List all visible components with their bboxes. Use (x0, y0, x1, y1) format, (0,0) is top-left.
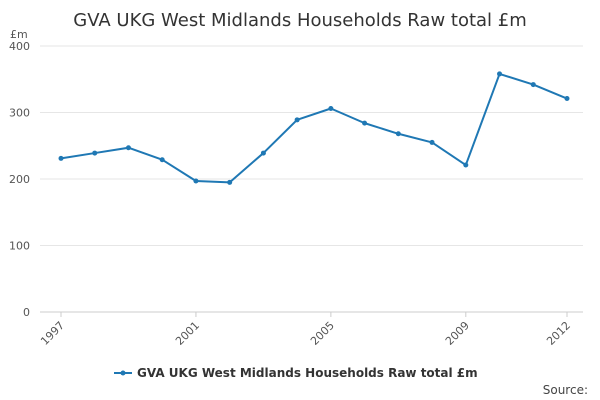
data-point-2003[interactable] (260, 150, 266, 156)
gridlines (40, 45, 583, 313)
series-group (58, 71, 570, 185)
x-tick-label-2001: 2001 (173, 319, 202, 348)
x-tick-label-2012: 2012 (544, 319, 573, 348)
data-point-2008[interactable] (429, 139, 435, 145)
legend-marker (120, 370, 126, 376)
data-point-2010[interactable] (497, 71, 503, 77)
data-point-2006[interactable] (362, 120, 368, 126)
legend[interactable]: GVA UKG West Midlands Households Raw tot… (114, 366, 478, 380)
y-tick-label-0: 0 (23, 306, 30, 319)
data-point-2002[interactable] (227, 179, 233, 185)
data-point-1999[interactable] (125, 145, 131, 151)
data-point-1997[interactable] (58, 155, 64, 161)
data-point-2009[interactable] (463, 162, 469, 168)
data-point-2005[interactable] (328, 106, 334, 112)
y-tick-label-100: 100 (9, 240, 30, 253)
y-tick-label-300: 300 (9, 107, 30, 120)
data-point-2007[interactable] (395, 131, 401, 137)
data-point-2001[interactable] (193, 178, 199, 184)
chart-title: GVA UKG West Midlands Households Raw tot… (73, 10, 527, 31)
y-tick-label-200: 200 (9, 173, 30, 186)
legend-label: GVA UKG West Midlands Households Raw tot… (137, 366, 478, 380)
data-point-2012[interactable] (564, 96, 570, 102)
x-tick-label-1997: 1997 (38, 319, 67, 348)
data-point-1998[interactable] (92, 150, 98, 156)
x-tick-label-2005: 2005 (308, 319, 337, 348)
y-tick-label-400: 400 (9, 40, 30, 53)
y-axis-unit: £m (10, 28, 28, 41)
source-label: Source: (543, 383, 588, 397)
data-point-2004[interactable] (294, 117, 300, 123)
x-axis-ticks: 1997 2001 2005 2009 2012 (38, 312, 573, 348)
data-point-2000[interactable] (159, 157, 165, 163)
x-tick-label-2009: 2009 (443, 319, 472, 348)
data-point-2011[interactable] (530, 82, 536, 88)
y-axis-ticks: 0 100 200 300 400 (9, 40, 30, 319)
series-line-0 (60, 72, 568, 184)
